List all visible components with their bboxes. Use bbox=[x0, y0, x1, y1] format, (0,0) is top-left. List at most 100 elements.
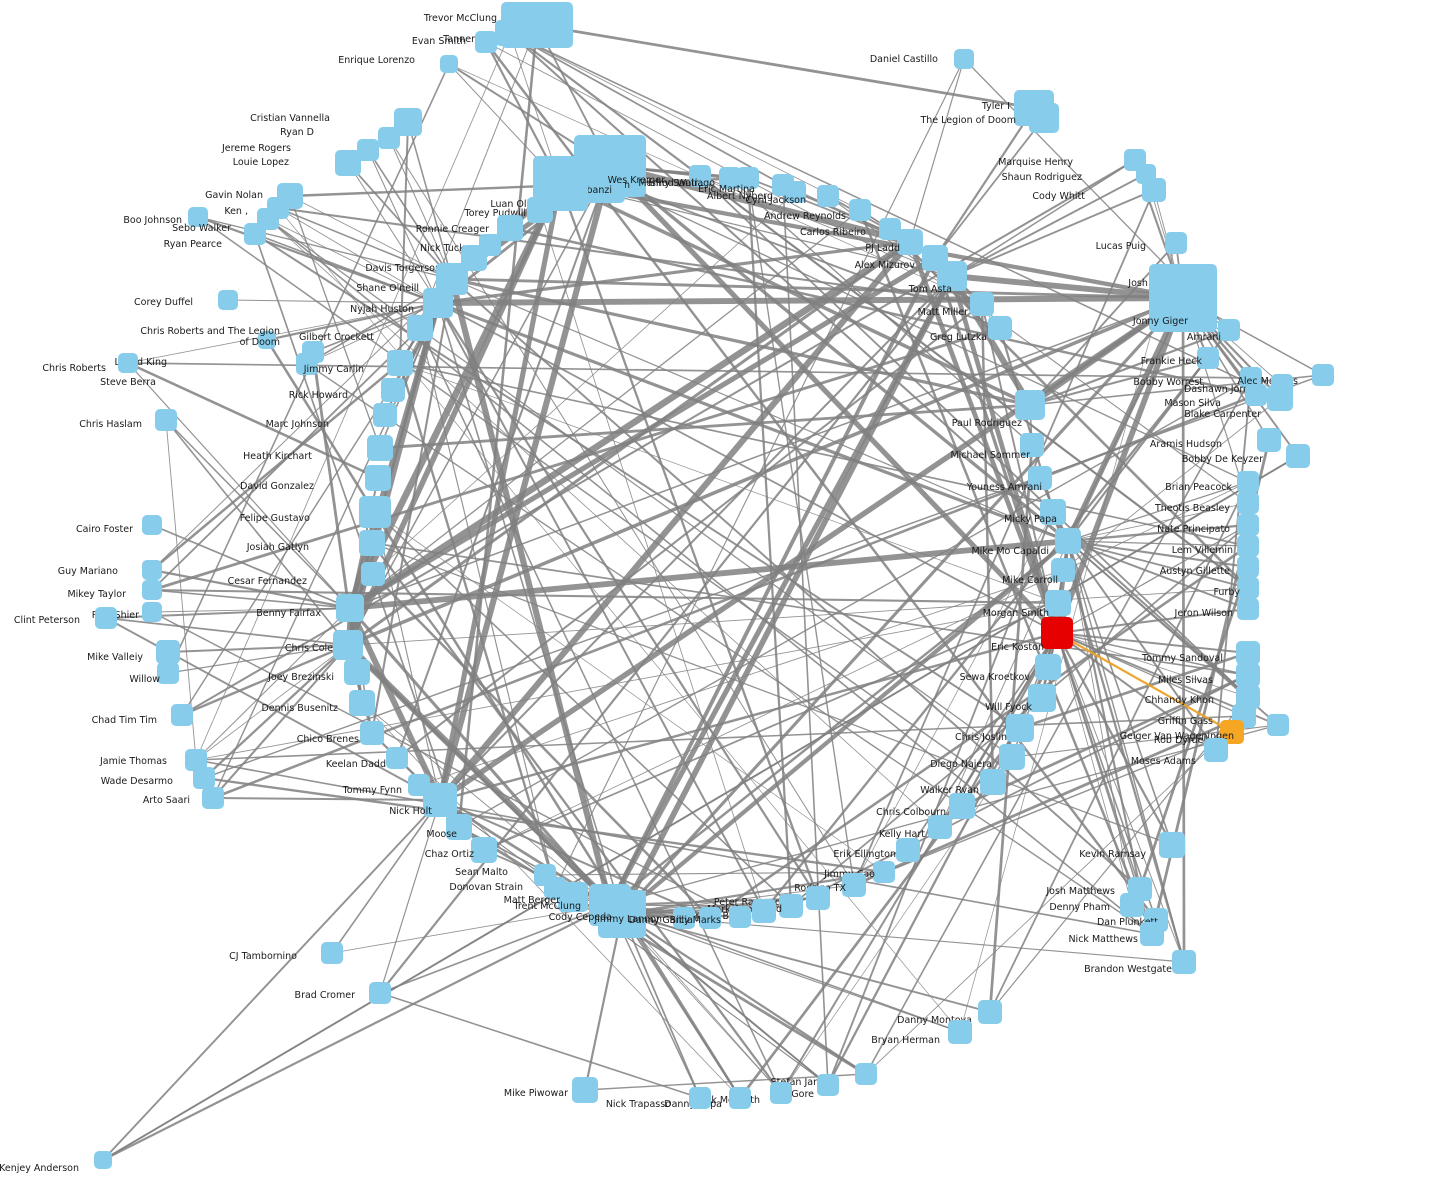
graph-node[interactable] bbox=[171, 704, 193, 726]
graph-node[interactable] bbox=[949, 793, 975, 819]
graph-node[interactable] bbox=[1267, 714, 1289, 736]
graph-node[interactable] bbox=[988, 316, 1012, 340]
graph-node[interactable] bbox=[572, 1077, 598, 1103]
graph-node[interactable] bbox=[1197, 347, 1219, 369]
graph-node[interactable] bbox=[142, 580, 162, 600]
graph-node[interactable] bbox=[1055, 528, 1081, 554]
graph-node[interactable] bbox=[1041, 617, 1073, 649]
graph-node[interactable] bbox=[1140, 922, 1164, 946]
graph-node[interactable] bbox=[689, 165, 711, 187]
graph-node[interactable] bbox=[1312, 364, 1334, 386]
graph-node[interactable] bbox=[1236, 663, 1260, 687]
graph-node[interactable] bbox=[471, 837, 497, 863]
graph-node[interactable] bbox=[386, 747, 408, 769]
graph-node[interactable] bbox=[440, 55, 458, 73]
graph-node[interactable] bbox=[1172, 950, 1196, 974]
graph-node[interactable] bbox=[244, 223, 266, 245]
graph-node[interactable] bbox=[1149, 264, 1217, 332]
graph-node[interactable] bbox=[879, 218, 901, 240]
graph-node[interactable] bbox=[361, 562, 385, 586]
graph-node[interactable] bbox=[359, 530, 385, 556]
graph-node[interactable] bbox=[94, 1151, 112, 1169]
graph-node[interactable] bbox=[999, 744, 1025, 770]
graph-node[interactable] bbox=[1029, 103, 1059, 133]
graph-node[interactable] bbox=[142, 515, 162, 535]
graph-node[interactable] bbox=[1236, 641, 1260, 665]
graph-node[interactable] bbox=[948, 1020, 972, 1044]
graph-node[interactable] bbox=[365, 465, 391, 491]
graph-node[interactable] bbox=[1159, 832, 1185, 858]
graph-node[interactable] bbox=[1020, 433, 1044, 457]
graph-node[interactable] bbox=[349, 690, 375, 716]
graph-node[interactable] bbox=[1237, 471, 1259, 493]
graph-node[interactable] bbox=[1237, 492, 1259, 514]
graph-node[interactable] bbox=[729, 906, 751, 928]
graph-node[interactable] bbox=[155, 409, 177, 431]
graph-node[interactable] bbox=[1237, 535, 1259, 557]
graph-node[interactable] bbox=[842, 873, 866, 897]
graph-node[interactable] bbox=[495, 20, 525, 46]
graph-node[interactable] bbox=[321, 942, 343, 964]
graph-node[interactable] bbox=[1040, 499, 1066, 525]
graph-node[interactable] bbox=[1237, 577, 1259, 599]
graph-node[interactable] bbox=[1204, 738, 1228, 762]
graph-node[interactable] bbox=[873, 861, 895, 883]
graph-node[interactable] bbox=[1286, 444, 1310, 468]
graph-node[interactable] bbox=[497, 215, 523, 241]
graph-node[interactable] bbox=[1218, 319, 1240, 341]
graph-node[interactable] bbox=[1165, 232, 1187, 254]
graph-node[interactable] bbox=[344, 659, 370, 685]
graph-node[interactable] bbox=[142, 560, 162, 580]
graph-node[interactable] bbox=[849, 199, 871, 221]
graph-node[interactable] bbox=[446, 814, 472, 840]
graph-node[interactable] bbox=[729, 1087, 751, 1109]
graph-node[interactable] bbox=[202, 787, 224, 809]
graph-node[interactable] bbox=[157, 662, 179, 684]
graph-node[interactable] bbox=[855, 1063, 877, 1085]
graph-node[interactable] bbox=[1035, 654, 1061, 680]
graph-node[interactable] bbox=[1015, 390, 1045, 420]
graph-node[interactable] bbox=[387, 350, 413, 376]
graph-node[interactable] bbox=[1257, 428, 1281, 452]
graph-node[interactable] bbox=[475, 31, 497, 53]
graph-node[interactable] bbox=[1267, 385, 1293, 411]
graph-node[interactable] bbox=[360, 721, 384, 745]
graph-node[interactable] bbox=[373, 403, 397, 427]
graph-node[interactable] bbox=[1006, 714, 1034, 742]
graph-node[interactable] bbox=[142, 602, 162, 622]
graph-node[interactable] bbox=[806, 886, 830, 910]
graph-node[interactable] bbox=[897, 229, 923, 255]
graph-node[interactable] bbox=[896, 838, 920, 862]
graph-node[interactable] bbox=[928, 815, 952, 839]
graph-node[interactable] bbox=[1028, 684, 1056, 712]
graph-node[interactable] bbox=[1237, 556, 1259, 578]
graph-node[interactable] bbox=[336, 594, 364, 622]
graph-node[interactable] bbox=[1240, 367, 1262, 389]
graph-node[interactable] bbox=[1028, 466, 1052, 490]
graph-node[interactable] bbox=[95, 607, 117, 629]
graph-node[interactable] bbox=[367, 435, 393, 461]
graph-node[interactable] bbox=[423, 783, 457, 817]
graph-node[interactable] bbox=[558, 882, 588, 912]
graph-node[interactable] bbox=[673, 907, 695, 929]
graph-node[interactable] bbox=[381, 378, 405, 402]
graph-node[interactable] bbox=[296, 353, 318, 375]
graph-node[interactable] bbox=[978, 1000, 1002, 1024]
graph-node[interactable] bbox=[970, 292, 994, 316]
graph-node[interactable] bbox=[737, 167, 759, 189]
graph-node[interactable] bbox=[218, 290, 238, 310]
graph-node[interactable] bbox=[258, 331, 276, 349]
graph-node[interactable] bbox=[378, 127, 400, 149]
graph-node[interactable] bbox=[335, 150, 361, 176]
graph-node[interactable] bbox=[156, 640, 180, 664]
graph-node[interactable] bbox=[699, 907, 721, 929]
graph-node[interactable] bbox=[784, 181, 806, 203]
graph-node[interactable] bbox=[689, 1087, 711, 1109]
graph-node[interactable] bbox=[193, 767, 215, 789]
graph-node[interactable] bbox=[188, 207, 208, 227]
graph-node[interactable] bbox=[118, 353, 138, 373]
graph-node[interactable] bbox=[752, 899, 776, 923]
graph-node[interactable] bbox=[817, 185, 839, 207]
graph-node[interactable] bbox=[598, 890, 646, 938]
